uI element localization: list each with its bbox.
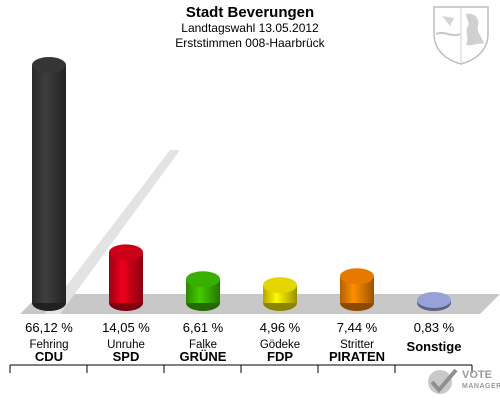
- value-label: 7,44 %: [337, 320, 378, 335]
- chart-district: Erststimmen 008-Haarbrück: [175, 36, 325, 50]
- bar-top: [109, 244, 143, 261]
- logo-line1: VOTE: [462, 369, 492, 381]
- bar-body: [32, 65, 66, 303]
- party-label: Sonstige: [407, 339, 462, 354]
- bar-sonstige: [417, 292, 451, 311]
- candidate-label: Stritter: [340, 339, 374, 351]
- candidate-label: Gödeke: [260, 339, 300, 351]
- value-label: 14,05 %: [102, 320, 150, 335]
- bar-spd: [109, 244, 143, 311]
- candidate-label: Falke: [189, 339, 217, 351]
- vote-manager-logo: [426, 366, 496, 396]
- value-label: 66,12 %: [25, 320, 73, 335]
- check-mark-icon: [428, 368, 458, 394]
- party-label: SPD: [113, 349, 140, 364]
- party-label: CDU: [35, 349, 63, 364]
- bar-top: [32, 57, 66, 73]
- bar-fdp: [263, 277, 297, 311]
- party-label: GRÜNE: [180, 349, 227, 364]
- chart-subtitle: Landtagswahl 13.05.2012: [181, 21, 319, 35]
- party-label: PIRATEN: [329, 349, 385, 364]
- chart-back-shadow: [45, 150, 180, 314]
- bar-piraten: [340, 268, 374, 311]
- bar-cdu: [32, 57, 66, 311]
- chart-header: Stadt Beverungen Landtagswahl 13.05.2012…: [0, 4, 500, 51]
- logo-line2: MANAGER: [462, 383, 500, 390]
- bar-top: [263, 277, 297, 294]
- value-label: 4,96 %: [260, 320, 301, 335]
- bar-top: [417, 292, 451, 309]
- bar-top: [186, 271, 220, 288]
- party-label: FDP: [267, 349, 293, 364]
- chart-title: Stadt Beverungen: [185, 4, 315, 21]
- value-label: 0,83 %: [414, 320, 455, 335]
- value-label: 6,61 %: [183, 320, 224, 335]
- candidate-label: Unruhe: [107, 339, 145, 351]
- coat-of-arms-icon: [433, 6, 489, 65]
- vote-manager-text: VOTE MANAGER: [462, 370, 500, 392]
- bar-body: [109, 252, 143, 303]
- bar-grüne: [186, 271, 220, 311]
- candidate-label: Fehring: [30, 339, 69, 351]
- bar-top: [340, 268, 374, 285]
